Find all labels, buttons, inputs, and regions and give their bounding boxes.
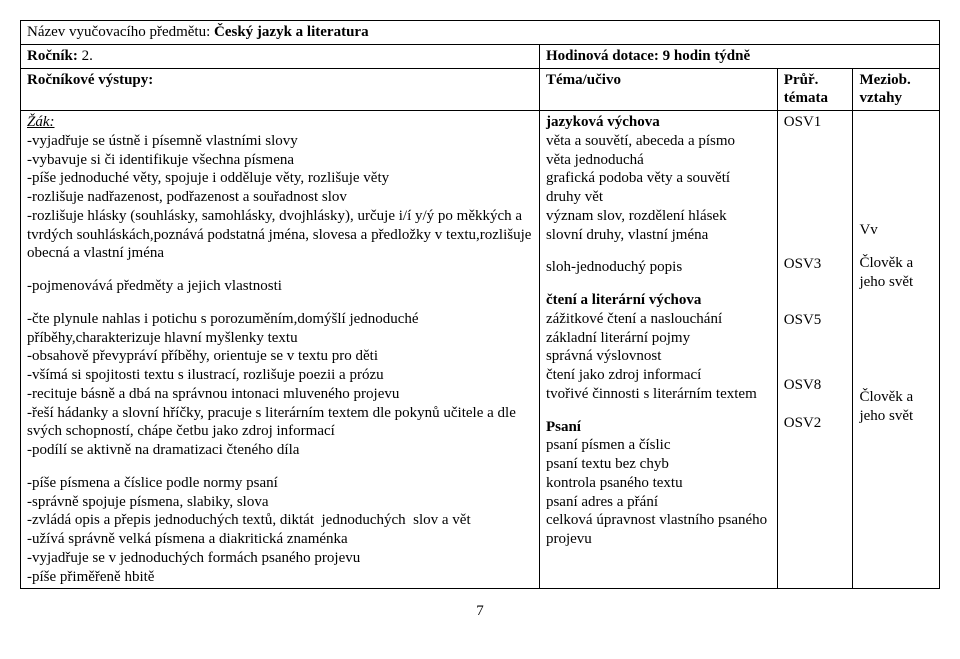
block4-topic-lines: psaní písmen a číslic psaní textu bez ch… [546, 436, 771, 549]
outcomes-heading: Ročníkové výstupy: [27, 72, 153, 88]
block4-theme: OSV8 OSV2 [784, 358, 847, 433]
curriculum-table: Název vyučovacího předmětu: Český jazyk … [20, 20, 940, 589]
block3-topic-heading: čtení a literární výchova [546, 291, 771, 310]
rel-header: Meziob. vztahy [853, 68, 940, 111]
content-row: Žák: -vyjadřuje se ústně i písemně vlast… [21, 111, 940, 589]
block4-rel: Člověk a jeho svět [859, 369, 933, 425]
topic-heading: Téma/učivo [546, 72, 621, 88]
left-header: Ročníkové výstupy: [21, 68, 540, 111]
hours-cell: Hodinová dotace: 9 hodin týdně [539, 44, 939, 68]
hours-text: Hodinová dotace: 9 hodin týdně [546, 48, 750, 64]
title-cell: Název vyučovacího předmětu: Český jazyk … [21, 21, 940, 45]
subject-label: Název vyučovacího předmětu: [27, 24, 214, 40]
block3-outcomes: -čte plynule nahlas i potichu s porozumě… [27, 310, 533, 460]
block4-outcomes: -píše písmena a číslice podle normy psan… [27, 474, 533, 587]
page-number: 7 [20, 603, 940, 620]
relations-cell: Vv Člověk a jeho svět Člověk a jeho svět [853, 111, 940, 589]
title-row: Název vyučovacího předmětu: Český jazyk … [21, 21, 940, 45]
block1-theme: OSV1 [784, 113, 847, 132]
block1-outcomes: -vyjadřuje se ústně i písemně vlastními … [27, 132, 533, 263]
block2-outcomes: -pojmenovává předměty a jejich vlastnost… [27, 277, 533, 296]
block1-topic-lines: věta a souvětí, abeceda a písmo věta jed… [546, 132, 771, 245]
outcomes-cell: Žák: -vyjadřuje se ústně i písemně vlast… [21, 111, 540, 589]
grade-row: Ročník: 2. Hodinová dotace: 9 hodin týdn… [21, 44, 940, 68]
block2-topic: sloh-jednoduchý popis [546, 258, 771, 277]
block4-topic-heading: Psaní [546, 418, 771, 437]
themes-cell: OSV1 OSV3 OSV5 OSV8 OSV2 [777, 111, 853, 589]
grade-cell: Ročník: 2. [21, 44, 540, 68]
grade-value: 2. [82, 48, 93, 64]
block3-theme: OSV3 OSV5 [784, 236, 847, 330]
relations-heading: Meziob. vztahy [859, 72, 910, 107]
block3-rel: Člověk a jeho svět [859, 254, 933, 292]
grade-label: Ročník: [27, 48, 82, 64]
topics-cell: jazyková výchova věta a souvětí, abeceda… [539, 111, 777, 589]
pupil-lead: Žák: [27, 113, 533, 132]
block1-topic-heading: jazyková výchova [546, 113, 771, 132]
header-row: Ročníkové výstupy: Téma/učivo Průř. téma… [21, 68, 940, 111]
subject-name: Český jazyk a literatura [214, 24, 369, 40]
mid-header: Téma/učivo [539, 68, 777, 111]
block2-rel: Vv [859, 221, 933, 240]
theme-header: Průř. témata [777, 68, 853, 111]
themes-heading: Průř. témata [784, 72, 828, 107]
block3-topic-lines: zážitkové čtení a naslouchání základní l… [546, 310, 771, 404]
